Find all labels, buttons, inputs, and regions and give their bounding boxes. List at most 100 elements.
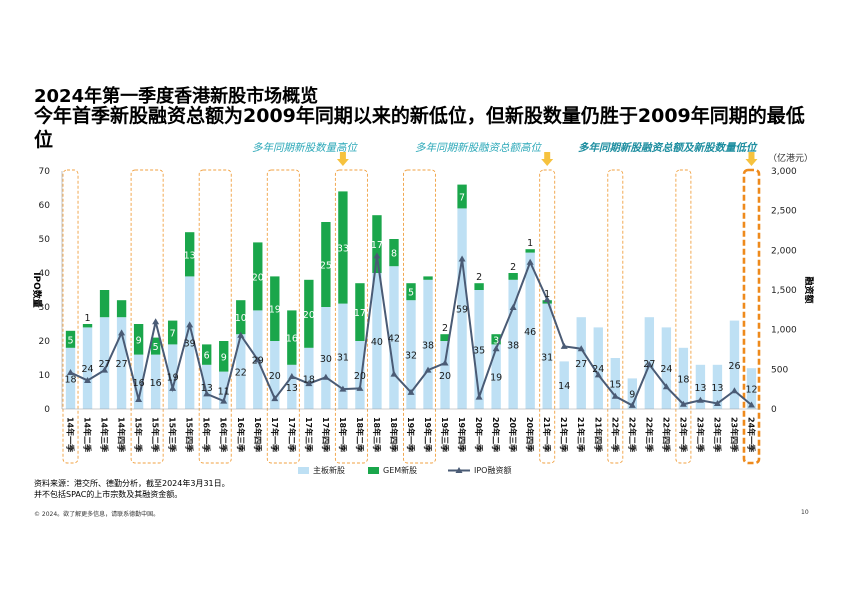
left-tick-label: 10 (39, 371, 51, 381)
main-board-label: 18 (303, 374, 315, 385)
category-label: 15年一季 (134, 417, 144, 453)
category-label: 14年三季 (100, 417, 110, 453)
gem-bar (440, 334, 450, 341)
main-board-bar (236, 334, 246, 409)
gem-bar (202, 344, 212, 365)
gem-label: 1 (544, 289, 550, 300)
main-board-bar (576, 317, 586, 409)
main-board-bar (712, 364, 723, 409)
highlight-box (334, 169, 368, 464)
main-board-label: 27 (575, 359, 587, 370)
category-label: 23年三季 (712, 417, 722, 453)
gem-label: 2 (442, 323, 448, 334)
gem-label: 5 (408, 288, 414, 299)
main-board-bar (593, 327, 603, 409)
ipo-funds-point (492, 345, 500, 352)
main-board-label: 31 (541, 352, 553, 363)
highlight-box (742, 168, 761, 465)
gem-bar (474, 283, 484, 290)
category-label: 21年四季 (593, 417, 603, 453)
gem-label: 17 (354, 308, 366, 319)
gem-label: 6 (204, 351, 210, 362)
ipo-funds-point (611, 392, 619, 399)
right-tick-label: 0 (771, 405, 777, 415)
category-label: 20年二季 (491, 417, 501, 453)
right-tick-label: 500 (771, 365, 788, 375)
ipo-funds-point (237, 331, 245, 338)
gem-bar (508, 273, 518, 280)
highlight-box (539, 169, 556, 464)
ipo-funds-point (679, 400, 687, 407)
category-label: 23年四季 (729, 417, 739, 453)
category-label: 16年三季 (236, 417, 246, 453)
gem-bar (133, 324, 144, 355)
main-board-label: 16 (133, 378, 145, 389)
main-board-label: 24 (81, 364, 93, 375)
main-board-bar (304, 347, 314, 409)
main-board-label: 9 (629, 390, 635, 401)
gem-label: 2 (510, 262, 516, 273)
gem-bar (338, 191, 348, 304)
ipo-funds-point (254, 356, 262, 363)
main-board-bar (338, 303, 348, 409)
main-board-label: 18 (64, 374, 76, 385)
gem-bar (423, 276, 433, 280)
highlight-box (675, 169, 692, 464)
legend-gem-swatch (368, 467, 379, 474)
ipo-funds-point (271, 395, 279, 402)
ipo-funds-point (135, 395, 143, 402)
right-axis-label: 融资额 (803, 276, 815, 303)
right-axis-unit: （亿港元） (768, 154, 814, 164)
gem-label: 25 (320, 261, 332, 272)
highlight-box (62, 169, 79, 464)
category-label: 23年二季 (695, 417, 705, 453)
gem-bar (355, 283, 365, 341)
category-label: 20年三季 (508, 417, 518, 453)
category-label: 20年一季 (474, 417, 484, 453)
main-board-bar (167, 344, 178, 409)
main-board-label: 46 (524, 327, 536, 338)
gem-bar (116, 300, 127, 318)
annotation-arrow (541, 152, 554, 166)
gem-bar (270, 276, 280, 341)
main-board-bar (321, 307, 331, 409)
gem-label: 13 (184, 250, 196, 261)
main-board-bar (287, 364, 297, 409)
ipo-funds-point (577, 345, 585, 352)
category-label: 18年一季 (338, 417, 348, 453)
category-label: 14年一季 (66, 417, 76, 453)
main-board-bar (746, 368, 757, 409)
main-board-bar (406, 300, 416, 409)
main-board-label: 24 (660, 364, 672, 375)
category-label: 22年三季 (644, 417, 654, 453)
right-tick-label: 2,500 (771, 207, 797, 217)
main-board-bar (116, 317, 127, 409)
right-tick-label: 1,000 (771, 326, 797, 336)
main-board-bar (542, 303, 552, 409)
category-label: 22年四季 (661, 417, 671, 453)
category-label: 19年一季 (406, 417, 416, 453)
ipo-funds-point (543, 296, 551, 303)
main-board-label: 19 (490, 373, 502, 384)
ipo-funds-point (339, 385, 347, 392)
ipo-funds-point (747, 401, 755, 408)
main-board-bar (525, 252, 535, 409)
ipo-funds-point (118, 329, 126, 336)
ipo-funds-point (441, 359, 449, 366)
ipo-funds-point (628, 401, 636, 408)
category-label: 16年二季 (219, 417, 229, 453)
category-label: 19年二季 (423, 417, 433, 453)
ipo-funds-point (594, 371, 602, 378)
annotation-arrow (336, 152, 349, 166)
ipo-funds-point (373, 252, 381, 259)
ipo-funds-point (220, 397, 228, 404)
gem-bar (304, 279, 314, 348)
main-board-label: 29 (252, 356, 264, 367)
ipo-funds-point (407, 388, 415, 395)
main-board-bar (695, 364, 706, 409)
main-board-label: 26 (728, 361, 740, 372)
main-board-label: 30 (320, 354, 332, 365)
ipo-funds-point (645, 361, 653, 368)
ipo-funds-point (84, 376, 92, 383)
